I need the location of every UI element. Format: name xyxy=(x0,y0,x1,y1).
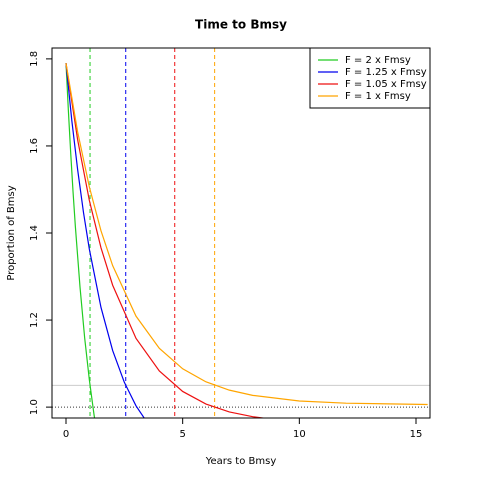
y-tick-label: 1.0 xyxy=(29,399,40,415)
x-axis-label: Years to Bmsy xyxy=(205,456,277,467)
y-tick-label: 1.4 xyxy=(29,225,40,241)
y-axis-label: Proportion of Bmsy xyxy=(6,185,17,280)
legend-box xyxy=(309,47,431,109)
plot-area xyxy=(52,48,430,418)
y-tick-label: 1.8 xyxy=(29,51,40,67)
series-line xyxy=(65,63,96,418)
legend-label: F = 2 x Fmsy xyxy=(345,55,411,66)
chart-title: Time to Bmsy xyxy=(195,18,287,32)
legend-label: F = 1 x Fmsy xyxy=(345,91,411,102)
series-line xyxy=(65,63,428,406)
x-tick-label: 0 xyxy=(63,429,69,440)
x-tick-label: 5 xyxy=(179,429,185,440)
series-line xyxy=(65,63,268,418)
y-tick-label: 1.2 xyxy=(29,312,40,328)
legend-label: F = 1.25 x Fmsy xyxy=(345,67,427,78)
series-line xyxy=(65,63,145,418)
x-tick-label: 10 xyxy=(293,429,306,440)
legend-label: F = 1.05 x Fmsy xyxy=(345,79,427,90)
x-tick-label: 15 xyxy=(410,429,423,440)
y-tick-label: 1.6 xyxy=(29,138,40,154)
